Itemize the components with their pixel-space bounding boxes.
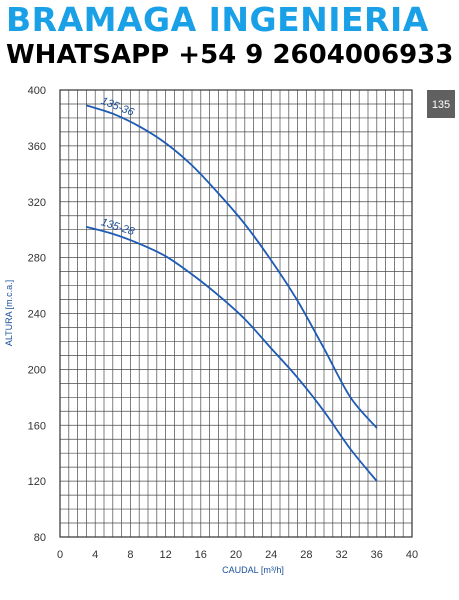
y-tick-label: 360	[28, 141, 46, 153]
series-lines	[86, 104, 378, 482]
plot-border	[59, 89, 413, 538]
x-tick-labels: 0 4 8 12 16 20 24 28 32 36 40	[57, 549, 418, 561]
brand-title: BRAMAGA INGENIERIA	[6, 0, 429, 39]
x-tick-label: 12	[159, 549, 171, 561]
x-axis-title: CAUDAL [m³/h]	[222, 565, 284, 575]
model-badge-bg	[427, 90, 455, 118]
plot-frame	[59, 89, 413, 538]
x-tick-label: 28	[300, 549, 312, 561]
grid	[59, 89, 413, 538]
x-tick-label: 36	[371, 549, 383, 561]
y-tick-label: 400	[28, 85, 46, 97]
series-line-135-28	[86, 226, 378, 482]
y-tick-label: 120	[28, 476, 46, 488]
x-tick-label: 8	[127, 549, 133, 561]
y-tick-labels: 80 120 160 200 240 280 320 360 400	[28, 85, 46, 544]
model-badge-label: 135	[432, 99, 450, 111]
x-tick-label: 32	[335, 549, 347, 561]
y-tick-label: 240	[28, 309, 46, 321]
y-tick-label: 80	[34, 532, 46, 544]
series-line-135-36	[86, 104, 378, 429]
x-tick-label: 0	[57, 549, 63, 561]
y-axis-title: ALTURA [m.c.a.]	[4, 280, 14, 346]
x-tick-label: 16	[195, 549, 207, 561]
y-tick-label: 280	[28, 253, 46, 265]
y-tick-label: 160	[28, 420, 46, 432]
x-tick-label: 40	[406, 549, 418, 561]
x-tick-label: 20	[230, 549, 242, 561]
y-tick-label: 320	[28, 197, 46, 209]
y-tick-label: 200	[28, 364, 46, 376]
model-badge: 135	[427, 90, 455, 118]
x-tick-label: 4	[92, 549, 98, 561]
whatsapp-contact: WHATSAPP +54 9 2604006933	[6, 40, 454, 70]
x-tick-label: 24	[265, 549, 277, 561]
